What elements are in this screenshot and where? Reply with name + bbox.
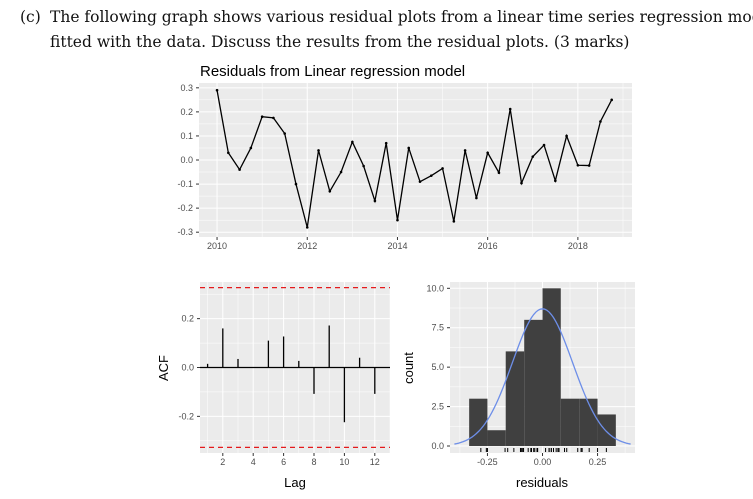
x-tick-label: 6	[281, 457, 286, 467]
residual-point	[452, 220, 456, 223]
histogram-bar	[469, 398, 488, 446]
x-tick-label: 2016	[478, 241, 498, 251]
x-tick-label: 4	[251, 457, 256, 467]
x-tick-label: 2018	[568, 241, 588, 251]
x-tick-label: 2	[220, 457, 225, 467]
acf-x-label: Lag	[284, 475, 306, 490]
residual-point	[475, 196, 478, 200]
residual-point	[396, 218, 399, 222]
residual-point	[351, 140, 354, 144]
acf-y-label: ACF	[156, 355, 171, 381]
residual-point	[554, 179, 557, 182]
residual-point	[238, 168, 241, 171]
y-tick-label: 0.1	[180, 131, 193, 141]
residual-point	[328, 189, 332, 193]
residual-point	[418, 180, 422, 183]
hist-x-label: residuals	[516, 475, 569, 490]
residual-point	[587, 164, 591, 167]
residual-point	[260, 115, 264, 118]
residual-point	[373, 199, 377, 203]
y-tick-label: 0.2	[180, 107, 193, 117]
question-label: (c)	[20, 8, 41, 26]
residual-point	[215, 88, 219, 92]
residual-point	[542, 143, 546, 147]
x-tick-label: 2010	[207, 241, 227, 251]
residual-point	[362, 164, 365, 168]
x-tick-label: 10	[339, 457, 349, 467]
x-tick-label: 2014	[387, 241, 407, 251]
histogram-bar	[524, 319, 543, 446]
y-tick-label: 0.3	[180, 83, 193, 93]
x-tick-label: 12	[370, 457, 380, 467]
x-tick-label: -0.25	[477, 457, 498, 467]
residual-point	[429, 174, 433, 177]
y-tick-label: 10.0	[426, 283, 444, 293]
residual-point	[249, 146, 253, 150]
histogram-bar	[560, 398, 580, 446]
y-tick-label: 0.2	[181, 314, 194, 324]
histogram-bar	[597, 414, 616, 446]
residual-point	[441, 167, 444, 170]
residual-point	[305, 226, 309, 229]
residual-line	[216, 90, 613, 228]
residual-point	[508, 107, 512, 111]
chart-title: Residuals from Linear regression model	[200, 63, 465, 80]
residual-point	[384, 141, 388, 145]
residual-point	[227, 151, 230, 155]
residual-point	[339, 170, 343, 174]
y-tick-label: -0.2	[177, 203, 193, 213]
residual-point	[317, 149, 320, 152]
residual-point	[576, 163, 580, 167]
normal-density-curve	[454, 308, 631, 445]
hist-y-label: count	[401, 352, 416, 384]
x-tick-label: 8	[311, 457, 316, 467]
y-tick-label: -0.1	[177, 179, 193, 189]
y-tick-label: 0.0	[180, 155, 193, 165]
residual-point	[283, 132, 286, 135]
y-tick-label: -0.2	[178, 411, 194, 421]
residual-point	[520, 181, 523, 185]
residual-point	[407, 146, 411, 150]
y-tick-label: 0.0	[431, 441, 444, 451]
histogram-bar	[579, 398, 598, 446]
y-tick-label: -0.3	[177, 227, 193, 237]
residual-point	[272, 116, 275, 120]
residual-point	[565, 134, 568, 138]
question-line-2: fitted with the data. Discuss the result…	[50, 33, 630, 51]
y-tick-label: 7.5	[431, 323, 444, 333]
y-tick-label: 2.5	[431, 402, 444, 412]
residual-point	[294, 182, 298, 186]
histogram-bar	[487, 430, 506, 446]
residual-point	[531, 155, 535, 158]
residual-point	[610, 98, 614, 102]
x-tick-label: 0.25	[589, 457, 607, 467]
histogram-bar	[542, 288, 561, 446]
residual-point	[497, 171, 501, 175]
x-tick-label: 2012	[297, 241, 317, 251]
y-tick-label: 0.0	[181, 363, 194, 373]
residual-point	[463, 149, 467, 152]
question-line-1: The following graph shows various residu…	[50, 8, 753, 26]
residual-point	[599, 120, 602, 123]
residual-point	[486, 151, 489, 155]
y-tick-label: 5.0	[431, 362, 444, 372]
x-tick-label: 0.00	[534, 457, 552, 467]
histogram-bar	[505, 351, 525, 446]
